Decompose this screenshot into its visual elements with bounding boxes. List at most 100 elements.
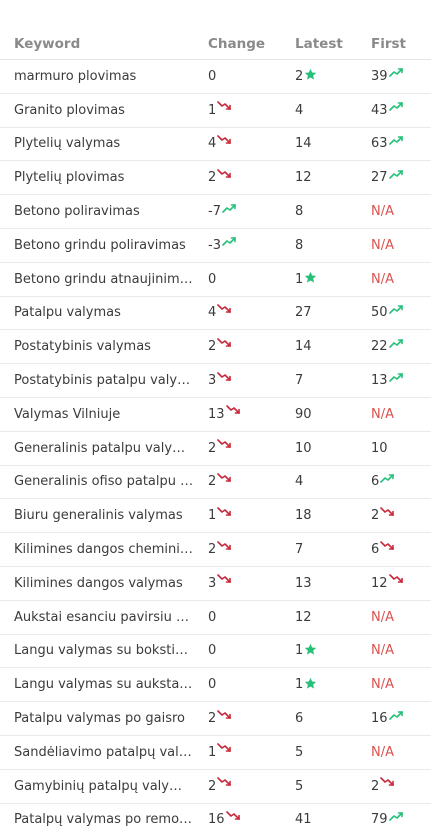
- first-cell-text: N/A: [371, 406, 394, 422]
- change-cell-text: 3: [208, 373, 217, 389]
- latest-cell-text: 13: [295, 575, 312, 591]
- trend-down-icon: [217, 506, 232, 519]
- latest-cell: 12: [295, 161, 312, 194]
- first-cell-text: N/A: [371, 204, 394, 220]
- first-cell: 50: [371, 297, 403, 330]
- table-row[interactable]: Biuru generalinis valymas 1 18 2: [0, 498, 431, 532]
- first-cell: 6: [371, 466, 395, 499]
- latest-cell-text: 5: [295, 778, 304, 794]
- keyword-cell-text: Langu valymas su aukstalipiais: [14, 677, 194, 693]
- first-cell: N/A: [371, 195, 394, 228]
- change-cell: 4: [208, 297, 232, 330]
- latest-cell-text: 4: [295, 474, 304, 490]
- table-row[interactable]: Patalpu valymas 4 27 50: [0, 295, 431, 330]
- trend-down-icon: [217, 371, 232, 384]
- change-cell: 0: [208, 601, 216, 634]
- table-row[interactable]: Gamybinių patalpų valymas 2 5 2: [0, 768, 431, 803]
- table-row[interactable]: Betono poliravimas -7 8 N/A: [0, 194, 431, 228]
- latest-cell-text: 14: [295, 136, 312, 152]
- first-cell: 13: [371, 364, 403, 397]
- first-cell-text: 6: [371, 474, 380, 490]
- change-cell: 0: [208, 60, 216, 93]
- trend-down-icon: [217, 168, 232, 181]
- first-cell-text: 6: [371, 542, 380, 558]
- table-row[interactable]: Granito plovimas 1 4 43: [0, 92, 431, 127]
- change-cell-text: -3: [208, 237, 221, 253]
- latest-cell-text: 7: [295, 542, 304, 558]
- latest-cell: 2: [295, 60, 318, 93]
- keyword-cell-text: Patalpu valymas: [14, 305, 121, 321]
- table-row[interactable]: Generalinis ofiso patalpu valymas 2 4 6: [0, 464, 431, 499]
- change-cell-text: 13: [208, 406, 225, 422]
- table-row[interactable]: Patalpų valymas po remonto 16 41 79: [0, 802, 431, 836]
- trend-down-icon: [380, 540, 395, 553]
- first-cell-text: 12: [371, 575, 388, 591]
- table-row[interactable]: Sandėliavimo patalpų valymas 1 5 N/A: [0, 734, 431, 769]
- keyword-cell-text: Betono grindu atnaujinimas: [14, 271, 194, 287]
- change-cell: 13: [208, 398, 240, 431]
- keyword-cell: Betono grindu poliravimas: [14, 229, 194, 262]
- latest-cell: 8: [295, 195, 303, 228]
- change-cell-text: 16: [208, 812, 225, 828]
- table-row[interactable]: Postatybinis valymas 2 14 22: [0, 329, 431, 363]
- trend-down-icon: [388, 574, 403, 586]
- keyword-cell: Patalpų valymas po remonto: [14, 804, 194, 836]
- table-header: Keyword Change Latest First: [0, 0, 431, 59]
- change-cell: 0: [208, 263, 216, 296]
- table-row[interactable]: Patalpu valymas po gaisro 2 6 16: [0, 701, 431, 735]
- keyword-cell: Kilimines dangos cheminis valymas: [14, 533, 194, 566]
- latest-cell: 4: [295, 94, 303, 127]
- change-cell: 2: [208, 533, 232, 566]
- column-header-change[interactable]: Change: [208, 36, 266, 52]
- column-header-latest[interactable]: Latest: [295, 36, 343, 52]
- first-cell: N/A: [371, 635, 394, 668]
- table-row[interactable]: Aukstai esanciu pavirsiu valymas 0 12 N/A: [0, 599, 431, 634]
- trend-down-icon: [217, 709, 232, 722]
- table-row[interactable]: Plytelių valymas 4 14 63: [0, 126, 431, 161]
- change-cell-text: 1: [208, 102, 217, 118]
- first-cell-text: N/A: [371, 609, 394, 625]
- column-header-keyword[interactable]: Keyword: [14, 36, 81, 52]
- change-cell-text: 0: [208, 609, 217, 625]
- keyword-cell: Aukstai esanciu pavirsiu valymas: [14, 601, 194, 634]
- change-cell-text: 1: [208, 744, 217, 760]
- latest-cell-text: 1: [295, 271, 304, 287]
- first-cell: 10: [371, 432, 388, 465]
- latest-cell-text: 41: [295, 812, 312, 828]
- latest-cell: 18: [295, 499, 312, 532]
- trend-up-icon: [380, 473, 395, 485]
- latest-cell: 8: [295, 229, 303, 262]
- keyword-cell-text: Plytelių valymas: [14, 136, 121, 152]
- table-row[interactable]: Generalinis patalpu valymas 2 10 10: [0, 430, 431, 465]
- keyword-cell: Biuru generalinis valymas: [14, 499, 194, 532]
- table-row[interactable]: Betono grindu atnaujinimas 0 1 N/A: [0, 261, 431, 296]
- first-cell: 27: [371, 161, 403, 194]
- keyword-cell-text: Postatybinis valymas: [14, 339, 151, 355]
- table-row[interactable]: marmuro plovimas 0 2 39: [0, 59, 431, 93]
- change-cell-text: 0: [208, 271, 217, 287]
- first-cell-text: 2: [371, 508, 380, 524]
- change-cell-text: -7: [208, 204, 221, 220]
- table-row[interactable]: Kilimines dangos cheminis valymas 2 7 6: [0, 532, 431, 566]
- latest-cell: 12: [295, 601, 312, 634]
- change-cell-text: 2: [208, 440, 217, 456]
- first-cell-text: 13: [371, 373, 388, 389]
- column-header-first[interactable]: First: [371, 36, 406, 52]
- table-row[interactable]: Betono grindu poliravimas -3 8 N/A: [0, 227, 431, 262]
- first-cell-text: 39: [371, 68, 388, 84]
- change-cell-text: 0: [208, 677, 217, 693]
- change-cell: 4: [208, 128, 232, 161]
- table-row[interactable]: Langu valymas su bokstiniu keltuvu 0 1 N/A: [0, 633, 431, 668]
- change-cell: 2: [208, 161, 232, 194]
- change-cell: 1: [208, 499, 232, 532]
- table-row[interactable]: Langu valymas su aukstalipiais 0 1 N/A: [0, 667, 431, 701]
- keyword-cell-text: Kilimines dangos valymas: [14, 575, 183, 591]
- latest-cell: 1: [295, 668, 318, 701]
- keyword-cell: Sandėliavimo patalpų valymas: [14, 736, 194, 769]
- trend-down-icon: [217, 574, 232, 586]
- latest-cell-text: 6: [295, 711, 304, 727]
- table-row[interactable]: Postatybinis patalpu valymas 3 7 13: [0, 363, 431, 397]
- table-row[interactable]: Kilimines dangos valymas 3 13 12: [0, 565, 431, 600]
- table-row[interactable]: Valymas Vilniuje 13 90 N/A: [0, 396, 431, 431]
- table-row[interactable]: Plytelių plovimas 2 12 27: [0, 160, 431, 194]
